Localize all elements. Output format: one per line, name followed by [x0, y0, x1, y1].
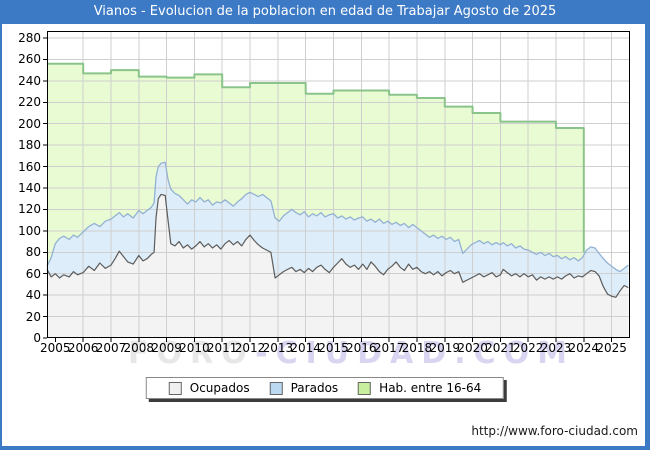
- x-tick-label: 2015: [318, 341, 349, 355]
- y-tick-label: 120: [18, 202, 41, 217]
- legend-item-parados: Parados: [269, 381, 339, 395]
- plot-area: [43, 31, 630, 342]
- watermark-foro: FORO: [128, 336, 256, 371]
- y-tick-label: 40: [25, 288, 41, 303]
- y-tick-label: 240: [18, 73, 41, 88]
- y-tick-label: 280: [18, 31, 41, 45]
- y-tick-label: 160: [18, 159, 41, 174]
- y-tick-label: 80: [25, 245, 41, 260]
- y-tick-label: 0: [33, 331, 41, 345]
- y-tick-label: 20: [25, 309, 41, 324]
- x-tick-label: 2005: [40, 341, 71, 355]
- x-tick-label: 2009: [151, 341, 182, 355]
- y-tick-label: 220: [18, 95, 41, 110]
- frame-border-left: [0, 0, 2, 450]
- frame-border-bottom: [0, 446, 650, 450]
- chart-title: Vianos - Evolucion de la poblacion en ed…: [93, 4, 557, 19]
- legend-label-hab-16-64: Hab. entre 16-64: [379, 381, 482, 395]
- x-tick-label: 2021: [485, 341, 516, 355]
- x-tick-label: 2014: [290, 341, 321, 355]
- legend-label-ocupados: Ocupados: [189, 381, 250, 395]
- x-tick-label: 2010: [179, 341, 210, 355]
- title-bar: Vianos - Evolucion de la poblacion en ed…: [0, 0, 650, 24]
- watermark: FORO-CIUDAD.COM: [128, 336, 575, 371]
- x-tick-label: 2024: [568, 341, 600, 355]
- x-tick-label: 2008: [123, 341, 155, 355]
- legend-item-hab-16-64: Hab. entre 16-64: [358, 381, 481, 395]
- y-tick-label: 100: [18, 223, 41, 238]
- y-tick-label: 200: [18, 116, 41, 131]
- x-tick-label: 2018: [401, 341, 433, 355]
- legend-label-parados: Parados: [290, 381, 339, 395]
- x-tick-label: 2022: [512, 341, 544, 355]
- x-tick-label: 2007: [95, 341, 127, 355]
- y-tick-label: 180: [18, 138, 41, 153]
- x-tick-label: 2016: [346, 341, 377, 355]
- legend-swatch-ocupados: [168, 381, 182, 395]
- x-tick-label: 2006: [67, 341, 99, 355]
- legend-item-ocupados: Ocupados: [168, 381, 250, 395]
- x-tick-label: 2017: [373, 341, 405, 355]
- site-url: http://www.foro-ciudad.com: [471, 424, 638, 438]
- x-tick-label: 2020: [457, 341, 488, 355]
- legend-swatch-parados: [269, 381, 283, 395]
- y-tick-label: 140: [18, 181, 41, 195]
- legend-swatch-hab-16-64: [358, 381, 372, 395]
- x-tick-label: 2025: [596, 341, 627, 355]
- x-tick-label: 2012: [234, 341, 266, 355]
- y-tick-label: 260: [18, 52, 41, 67]
- legend: Ocupados Parados Hab. entre 16-64: [145, 377, 505, 399]
- x-tick-label: 2019: [429, 341, 461, 355]
- watermark-ciudad: -CIUDAD.COM: [255, 336, 575, 371]
- y-tick-label: 60: [25, 266, 41, 281]
- x-tick-label: 2013: [262, 341, 294, 355]
- frame-border-right: [645, 0, 650, 450]
- x-tick-label: 2023: [540, 341, 572, 355]
- x-tick-label: 2011: [206, 341, 238, 355]
